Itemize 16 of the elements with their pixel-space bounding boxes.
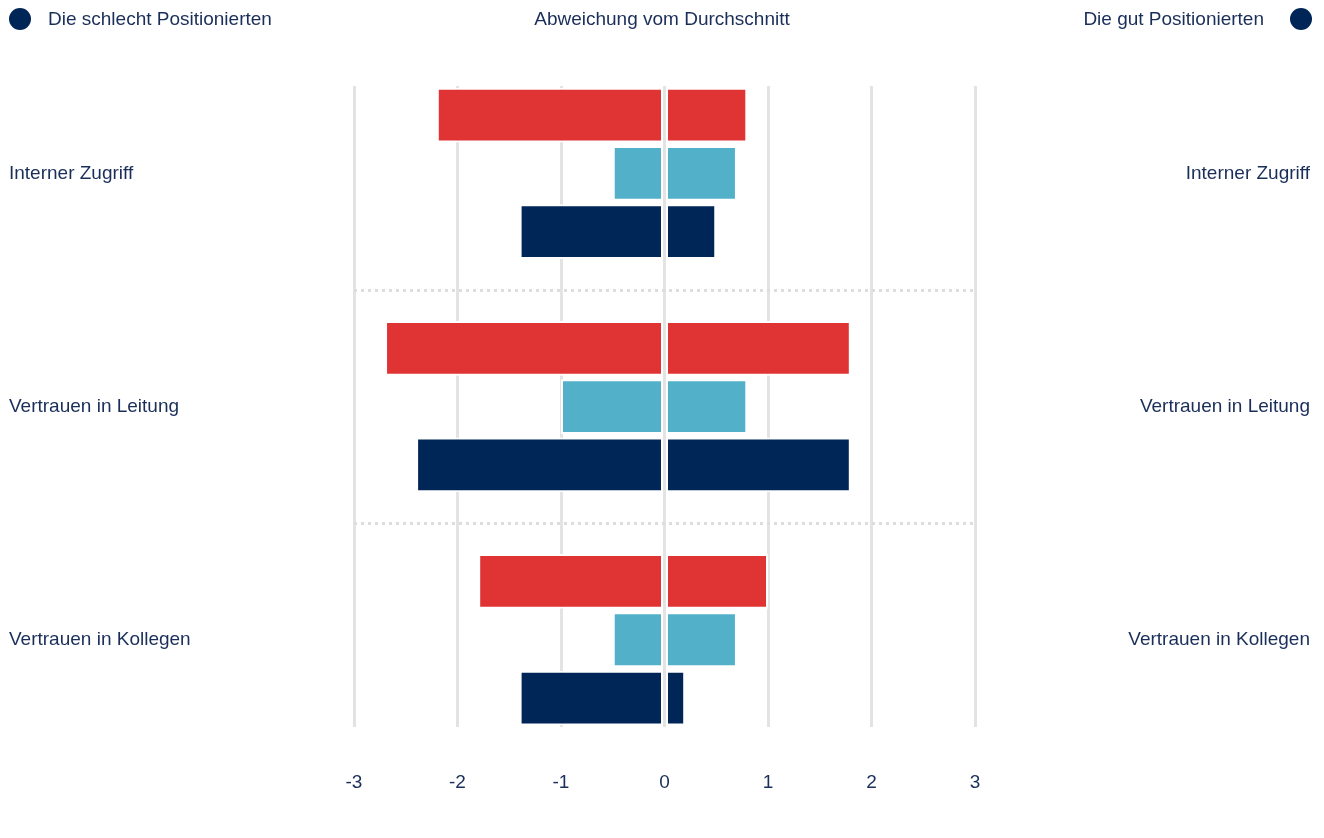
y-tick-label: Vertrauen in Leitung: [1139, 394, 1310, 416]
text: Die schlecht Positionierten: [48, 8, 272, 30]
x-tick-label: 1: [762, 770, 774, 792]
x-tick-label: 0: [659, 770, 670, 792]
x-tick-label: 2: [866, 770, 877, 792]
x-tick-label: -2: [449, 770, 466, 792]
category-label: Interner Zugriff: [9, 161, 134, 183]
text: Die gut Positionierten: [1083, 8, 1264, 30]
x-tick-label: -1: [552, 770, 570, 792]
category-label: Vertrauen in Leitung: [9, 394, 180, 416]
category-label: Vertrauen in Kollegen: [9, 628, 191, 649]
y-tick-label: Interner Zugriff: [1185, 161, 1311, 183]
y-tick-label: Vertrauen in Kollegen: [1128, 628, 1310, 649]
x-tick-label: 3: [969, 770, 981, 792]
x-tick-label: -3: [345, 770, 363, 792]
chart-title: Abweichung vom Durchschnitt: [534, 8, 790, 30]
